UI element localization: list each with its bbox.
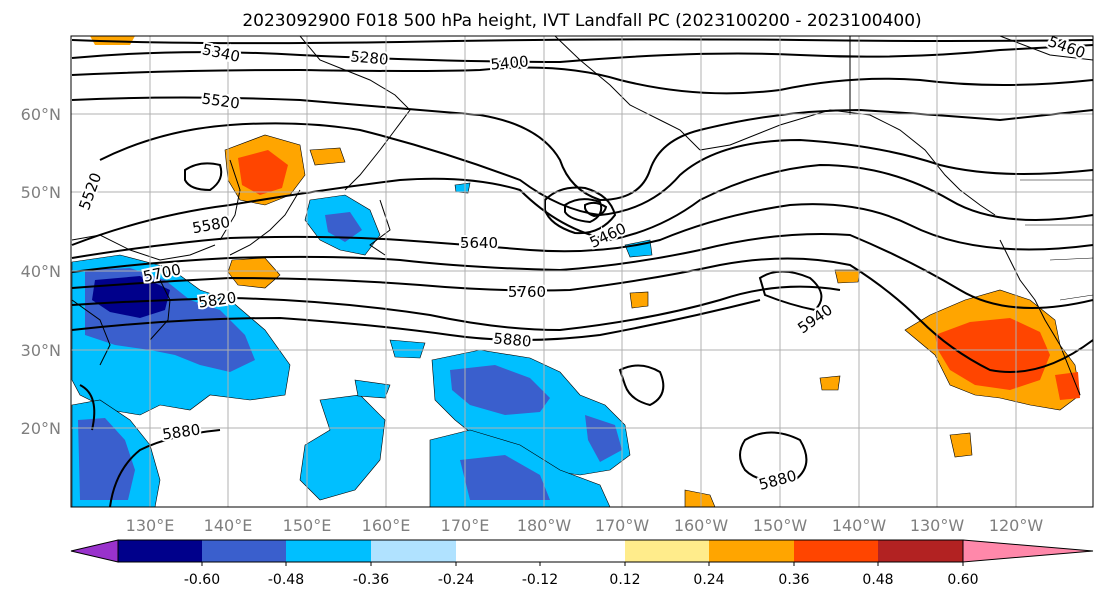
colorbar-tick-label: 0.12: [609, 572, 640, 588]
lat-label: 20°N: [21, 419, 61, 438]
colorbar-segment: [540, 540, 625, 562]
lon-label: 130°E: [126, 516, 175, 535]
contour-label: 5400: [490, 52, 530, 73]
latitude-labels: 60°N 50°N 40°N 30°N 20°N: [21, 105, 61, 438]
lon-label: 150°W: [753, 516, 808, 535]
colorbar-segment: [202, 540, 286, 562]
colorbar-tick-label: 0.36: [778, 572, 809, 588]
lon-label: 160°W: [674, 516, 729, 535]
colorbar-segment: [286, 540, 371, 562]
colorbar-tick-label: -0.36: [353, 572, 389, 588]
lat-label: 30°N: [21, 341, 61, 360]
borders: [1020, 179, 1093, 301]
contour-label: 5880: [493, 329, 533, 350]
map-area: 5340 5280 5400 5460 5520 5520 5580 5640 …: [71, 36, 1093, 507]
colorbar-tick-label: 0.48: [862, 572, 893, 588]
colorbar-tick-label: 0.60: [947, 572, 978, 588]
colorbar-segment: [371, 540, 456, 562]
height-contours: [71, 38, 1093, 507]
lon-label: 180°W: [517, 516, 572, 535]
lon-label: 120°W: [989, 516, 1044, 535]
colorbar-segment: [456, 540, 540, 562]
colorbar-tick-label: -0.48: [268, 572, 304, 588]
colorbar: -0.60 -0.48 -0.36 -0.24 -0.12 0.12 0.24 …: [70, 539, 1094, 588]
lat-label: 60°N: [21, 105, 61, 124]
lon-label: 160°E: [362, 516, 411, 535]
map-frame: [70, 35, 1094, 508]
contour-label: 5760: [508, 283, 546, 301]
lon-label: 150°E: [283, 516, 332, 535]
lon-label: 140°W: [832, 516, 887, 535]
colorbar-under-extension: [70, 539, 119, 563]
longitude-labels: 130°E 140°E 150°E 160°E 170°E 180°W 170°…: [126, 516, 1044, 535]
lon-label: 140°E: [204, 516, 253, 535]
colorbar-segment: [709, 540, 794, 562]
colorbar-tick-label: -0.12: [522, 572, 558, 588]
colorbar-tick-label: -0.24: [438, 572, 474, 588]
lon-label: 170°E: [441, 516, 490, 535]
colorbar-tick-label: 0.24: [693, 572, 724, 588]
lat-label: 50°N: [21, 183, 61, 202]
colorbar-ticks: [201, 562, 964, 566]
colorbar-over-extension: [962, 539, 1094, 563]
ivt-negative-shading: [71, 182, 653, 507]
figure-title: 2023092900 F018 500 hPa height, IVT Land…: [242, 11, 921, 31]
lon-label: 170°W: [595, 516, 650, 535]
colorbar-segment: [878, 540, 963, 562]
colorbar-tick-label: -0.60: [184, 572, 220, 588]
lon-label: 130°W: [910, 516, 965, 535]
colorbar-segment: [794, 540, 878, 562]
colorbar-segment: [118, 540, 202, 562]
contour-label: 5640: [460, 234, 498, 252]
contour-label: 5280: [350, 47, 390, 68]
lat-label: 40°N: [21, 262, 61, 281]
gridlines: [71, 36, 1093, 507]
colorbar-segment: [625, 540, 709, 562]
